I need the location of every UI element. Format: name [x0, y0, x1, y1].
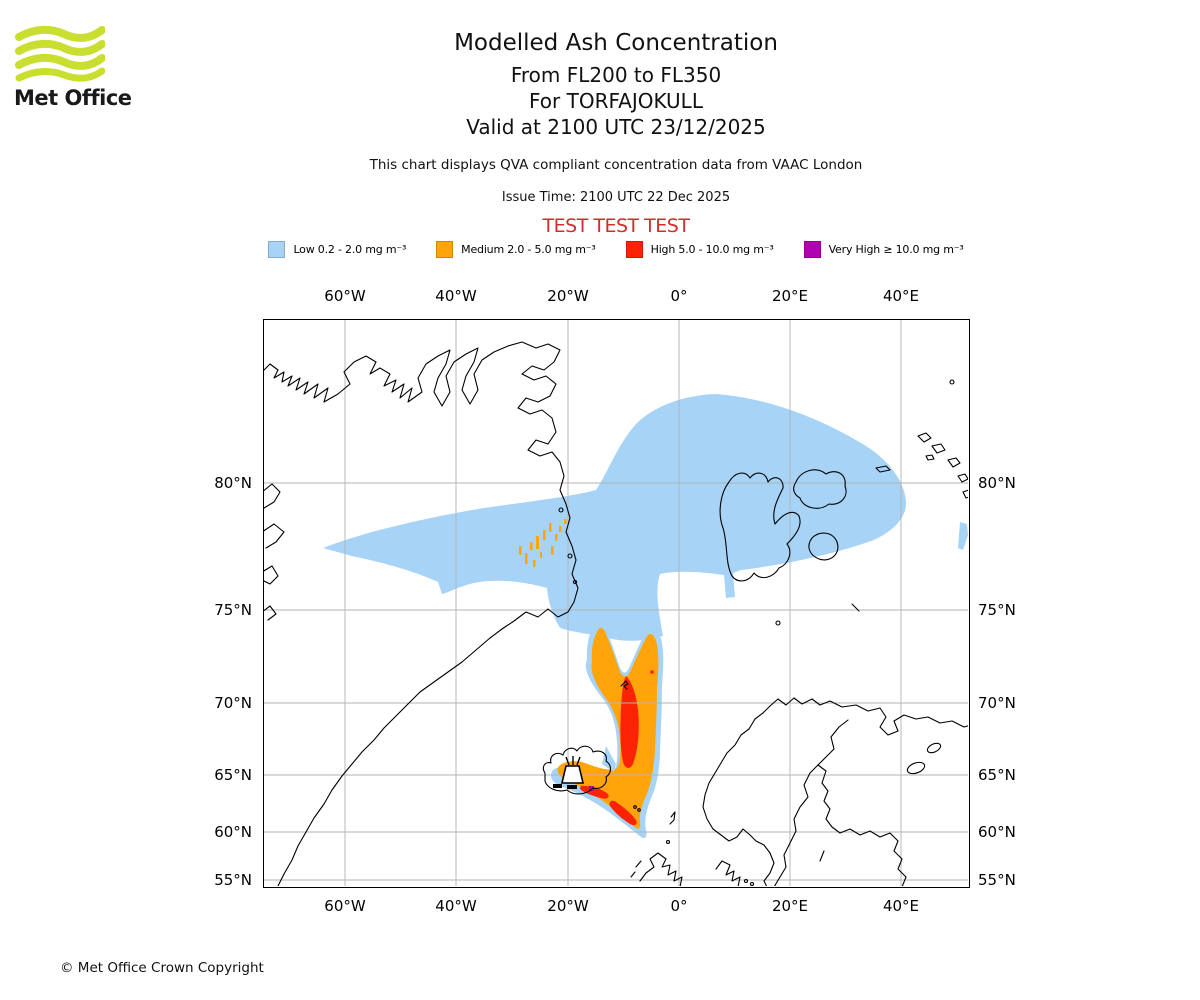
- left-axis-label: 80°N: [214, 474, 252, 492]
- subtitle-flight-levels: From FL200 to FL350: [510, 63, 722, 87]
- right-axis-label: 80°N: [978, 474, 1016, 492]
- right-axis-label: 55°N: [978, 871, 1016, 889]
- volcano-source-icon: [553, 756, 585, 789]
- right-axis-label: 75°N: [978, 601, 1016, 619]
- map-canvas: [264, 320, 968, 886]
- left-axis-label: 65°N: [214, 766, 252, 784]
- right-axis-label: 60°N: [978, 823, 1016, 841]
- coastline-greenland: [264, 341, 579, 886]
- coastline-scandinavia: [702, 697, 968, 886]
- left-axis-label: 75°N: [214, 601, 252, 619]
- ash-plume-low-inner-notch: [602, 746, 616, 772]
- ash-plume-very-high: [589, 786, 594, 791]
- top-axis-label: 0°: [670, 287, 688, 305]
- issue-time: Issue Time: 2100 UTC 22 Dec 2025: [501, 190, 731, 205]
- coastline-british-isles: [630, 811, 683, 886]
- legend-label-low: Low 0.2 - 2.0 mg m⁻³: [293, 243, 407, 256]
- ash-plume-low-main: [323, 394, 968, 641]
- top-axis-label: 60°W: [324, 287, 366, 305]
- bottom-axis-label: 40°W: [435, 897, 477, 915]
- coastline-svalbard: [719, 465, 891, 626]
- legend-item-very-high: Very High ≥ 10.0 mg m⁻³: [803, 241, 964, 258]
- crown-copyright-notice: © Met Office Crown Copyright: [60, 960, 264, 976]
- met-office-brand-text: Met Office: [14, 86, 132, 110]
- bottom-axis-label: 0°: [670, 897, 688, 915]
- bottom-axis-label: 60°W: [324, 897, 366, 915]
- test-banner: TEST TEST TEST: [542, 215, 690, 237]
- top-axis-label: 40°E: [882, 287, 920, 305]
- legend-item-low: Low 0.2 - 2.0 mg m⁻³: [268, 241, 406, 258]
- legend-label-medium: Medium 2.0 - 5.0 mg m⁻³: [461, 243, 596, 256]
- right-axis-label: 70°N: [978, 694, 1016, 712]
- legend-label-high: High 5.0 - 10.0 mg m⁻³: [650, 243, 774, 256]
- top-axis-label: 20°W: [547, 287, 589, 305]
- top-axis-label: 40°W: [435, 287, 477, 305]
- subtitle-volcano: For TORFAJOKULL: [529, 89, 703, 113]
- legend-item-high: High 5.0 - 10.0 mg m⁻³: [625, 241, 774, 258]
- ash-plume-high: [580, 670, 654, 826]
- graticule-grid: [264, 320, 968, 886]
- left-axis-label: 55°N: [214, 871, 252, 889]
- logo-waves: [15, 25, 105, 82]
- page-title: Modelled Ash Concentration: [454, 30, 778, 56]
- bottom-axis-label: 20°W: [547, 897, 589, 915]
- ash-plume-medium-patches: [519, 519, 567, 567]
- bottom-axis-label: 40°E: [882, 897, 920, 915]
- coastline-faroes: [633, 805, 637, 809]
- qva-compliance-note: This chart displays QVA compliant concen…: [369, 157, 863, 173]
- left-axis-label: 70°N: [214, 694, 252, 712]
- legend-swatch-very-high: [803, 241, 821, 258]
- left-axis-label: 60°N: [214, 823, 252, 841]
- legend-swatch-low: [268, 241, 286, 258]
- legend-item-medium: Medium 2.0 - 5.0 mg m⁻³: [436, 241, 596, 258]
- bottom-axis-label: 20°E: [771, 897, 809, 915]
- met-office-logo-icon: [15, 25, 105, 82]
- legend-label-very-high: Very High ≥ 10.0 mg m⁻³: [828, 243, 964, 256]
- legend-swatch-high: [625, 241, 643, 258]
- coastline-iceland: [542, 745, 612, 795]
- map-plot-area: [263, 319, 970, 888]
- coastlines: [264, 341, 968, 886]
- ash-plume-medium-hook: [557, 627, 659, 829]
- subtitle-valid-time: Valid at 2100 UTC 23/12/2025: [466, 115, 766, 139]
- coastline-franz-josef-land: [917, 379, 968, 499]
- legend-swatch-medium: [436, 241, 454, 258]
- right-axis-label: 65°N: [978, 766, 1016, 784]
- top-axis-label: 20°E: [771, 287, 809, 305]
- coastline-jan-mayen: [620, 680, 629, 690]
- concentration-legend: Low 0.2 - 2.0 mg m⁻³ Medium 2.0 - 5.0 mg…: [16, 241, 1200, 258]
